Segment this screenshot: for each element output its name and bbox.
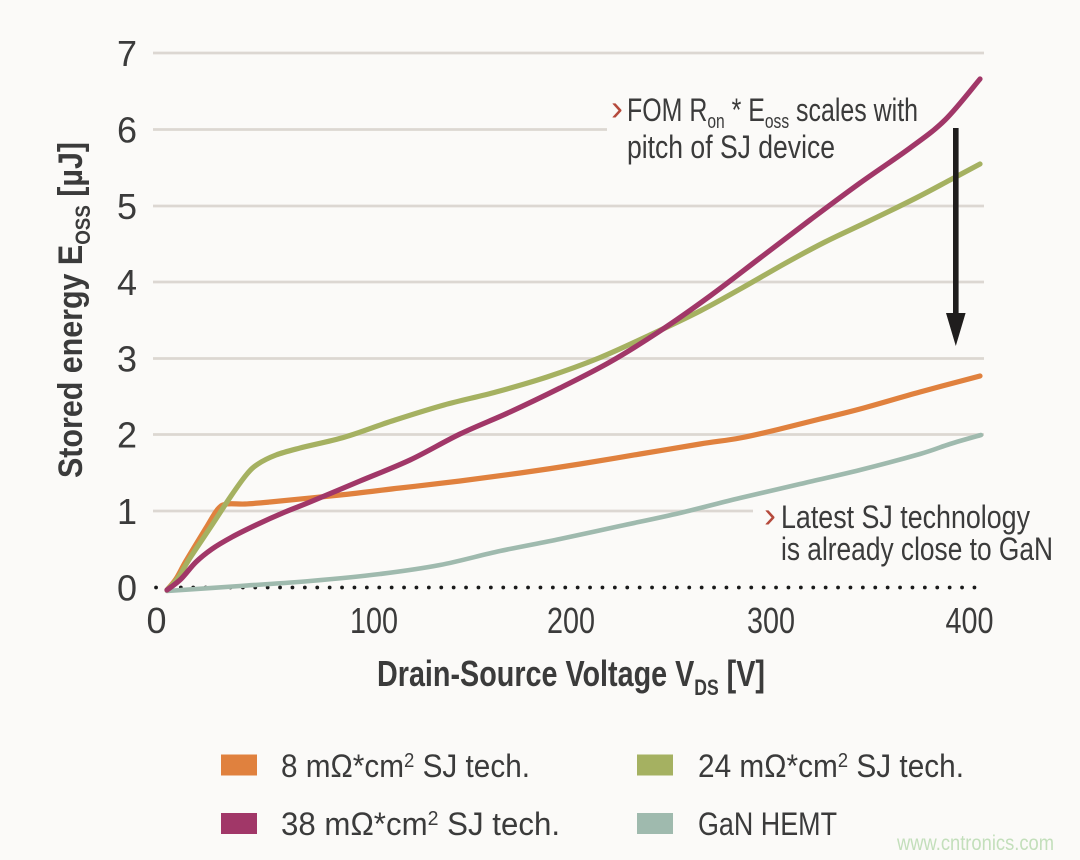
- svg-text:300: 300: [747, 600, 795, 641]
- svg-text:›: ›: [764, 494, 776, 535]
- svg-text:2: 2: [117, 415, 137, 456]
- svg-text:3: 3: [117, 339, 137, 380]
- svg-text:GaN HEMT: GaN HEMT: [698, 806, 837, 842]
- svg-text:is already close to GaN: is already close to GaN: [781, 531, 1053, 567]
- svg-text:38 mΩ*cm2 SJ tech.: 38 mΩ*cm2 SJ tech.: [281, 806, 560, 842]
- svg-text:www.cntronics.com: www.cntronics.com: [896, 832, 1054, 855]
- svg-text:5: 5: [117, 186, 137, 227]
- svg-text:›: ›: [611, 87, 623, 128]
- svg-text:400: 400: [946, 600, 994, 641]
- svg-text:100: 100: [350, 600, 398, 641]
- svg-text:1: 1: [117, 491, 137, 532]
- svg-text:200: 200: [547, 600, 595, 641]
- svg-text:pitch of SJ device: pitch of SJ device: [627, 129, 835, 165]
- svg-text:4: 4: [117, 262, 137, 303]
- svg-text:Latest SJ technology: Latest SJ technology: [781, 499, 1030, 535]
- svg-text:6: 6: [117, 110, 137, 151]
- svg-text:0: 0: [117, 568, 137, 609]
- svg-text:24 mΩ*cm2 SJ tech.: 24 mΩ*cm2 SJ tech.: [698, 748, 964, 784]
- svg-text:0: 0: [146, 600, 166, 641]
- svg-text:Stored energy EOSS [µJ]: Stored energy EOSS [µJ]: [52, 142, 95, 478]
- svg-text:7: 7: [117, 33, 137, 74]
